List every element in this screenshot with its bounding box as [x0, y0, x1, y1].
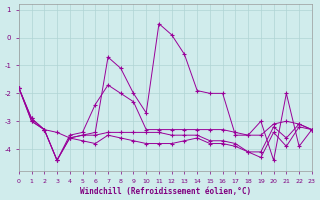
X-axis label: Windchill (Refroidissement éolien,°C): Windchill (Refroidissement éolien,°C) [80, 187, 251, 196]
